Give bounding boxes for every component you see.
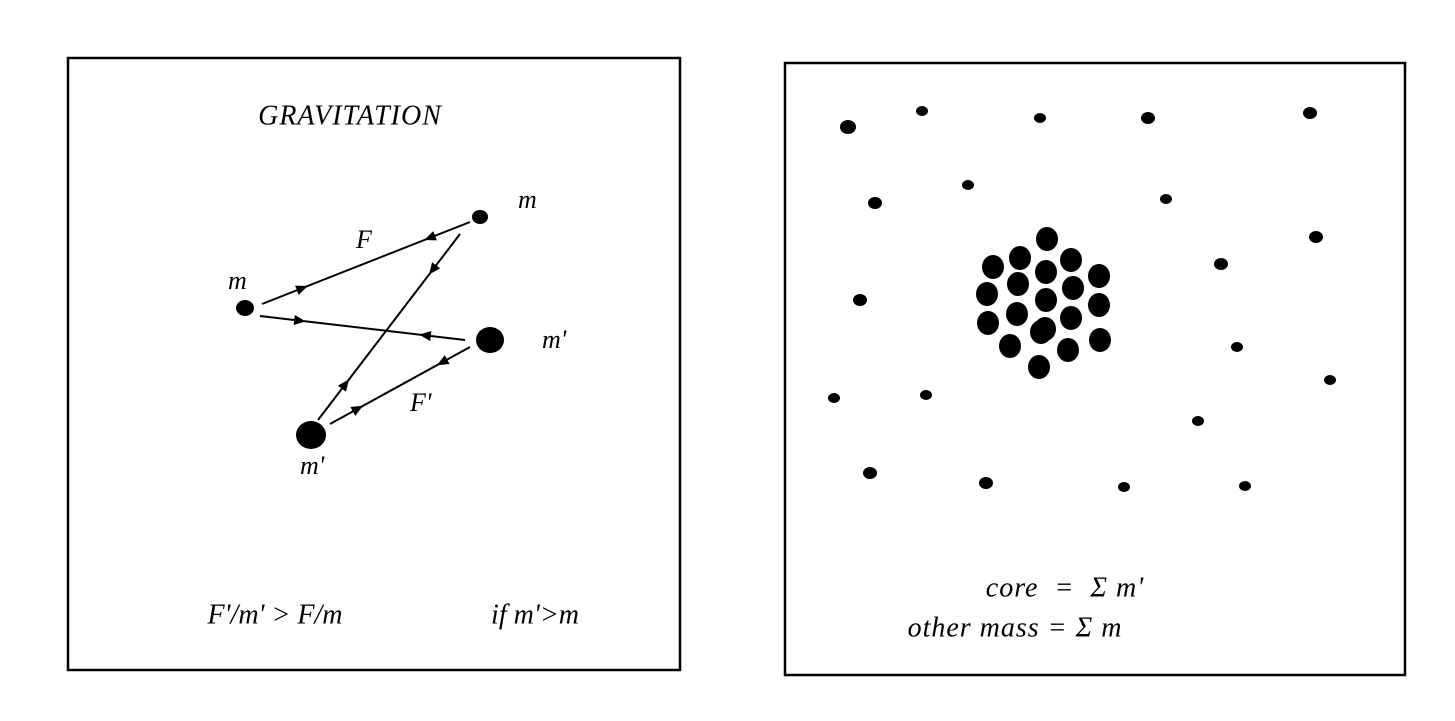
core-mass: [1007, 272, 1029, 296]
mass-body: [296, 421, 326, 449]
core-equation: core = Σ m': [986, 572, 1144, 603]
mass-dot: [1231, 342, 1243, 352]
arrow-head: [350, 405, 364, 416]
mass-dot: [1309, 231, 1323, 243]
mass-dot: [979, 477, 993, 489]
core-mass: [1060, 248, 1082, 272]
mass-dot: [962, 180, 974, 190]
core-mass: [976, 282, 998, 306]
core-mass: [1036, 227, 1058, 251]
core-mass: [1028, 355, 1050, 379]
force-line: [261, 221, 471, 305]
mass-dot: [863, 467, 877, 479]
arrow-head: [436, 355, 450, 366]
mass-dot: [868, 197, 882, 209]
core-mass: [1057, 338, 1079, 362]
title: GRAVITATION: [258, 100, 442, 131]
core-mass: [1035, 260, 1057, 284]
mass-dot: [1324, 375, 1336, 385]
mass-body: [476, 327, 504, 353]
core-mass: [1062, 276, 1084, 300]
mass-dot: [853, 294, 867, 306]
mass-dot: [1160, 194, 1172, 204]
mass-dot: [1141, 112, 1155, 124]
mass-dot: [1214, 258, 1228, 270]
core-mass: [1009, 246, 1031, 270]
core-mass: [982, 255, 1004, 279]
core-mass: [1035, 288, 1057, 312]
core-mass: [1006, 302, 1028, 326]
arrow-head: [337, 379, 350, 392]
mass-dot: [1118, 482, 1130, 492]
right-frame: [783, 61, 1407, 677]
mass-dot: [840, 120, 856, 134]
arrow-head: [293, 315, 306, 325]
mass-dot: [1239, 481, 1251, 491]
mass-dot: [1034, 113, 1046, 123]
condition: if m'>m: [491, 599, 579, 630]
formula: F'/m' > F/m: [206, 599, 342, 630]
mass-label: m': [300, 451, 325, 480]
mass-label: m: [228, 266, 247, 295]
force-line: [317, 233, 461, 421]
core-mass: [1060, 306, 1082, 330]
core-mass: [1089, 328, 1111, 352]
mass-dot: [916, 106, 928, 116]
mass-body: [472, 210, 488, 224]
arrow-head: [428, 262, 441, 275]
force-label: F: [355, 225, 373, 254]
other-equation: other mass = Σ m: [908, 612, 1123, 643]
mass-dot: [1192, 416, 1204, 426]
arrow-head: [424, 231, 437, 241]
mass-dot: [1303, 107, 1317, 119]
left-frame: [66, 56, 682, 672]
core-mass: [977, 311, 999, 335]
mass-label: m': [542, 325, 567, 354]
core-mass: [1088, 293, 1110, 317]
force-label: F': [409, 388, 432, 417]
force-line: [259, 315, 466, 341]
mass-dot: [828, 393, 840, 403]
mass-dot: [920, 390, 932, 400]
core-mass: [1030, 320, 1052, 344]
core-mass: [1088, 264, 1110, 288]
arrow-head: [419, 331, 432, 341]
arrow-head: [295, 285, 308, 295]
core-mass: [999, 334, 1021, 358]
mass-body: [236, 300, 254, 316]
mass-label: m: [518, 185, 537, 214]
